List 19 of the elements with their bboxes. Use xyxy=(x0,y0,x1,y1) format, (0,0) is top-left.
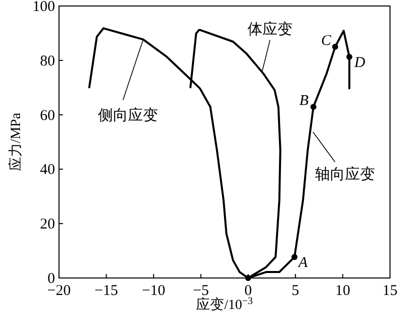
legend-label: 轴向应变 xyxy=(315,165,375,183)
x-tick-label: 5 xyxy=(292,283,300,299)
annotation: D xyxy=(353,54,366,71)
x-tick-label: −15 xyxy=(94,283,118,299)
y-tick-label: 40 xyxy=(40,162,55,178)
y-tick-label: 80 xyxy=(40,53,55,70)
x-tick-label: −10 xyxy=(142,283,166,299)
y-tick-label: 20 xyxy=(40,216,55,233)
series-label: 侧向应变 xyxy=(98,106,158,124)
annotation: A xyxy=(297,255,308,272)
y-axis-title: 应力/MPa xyxy=(8,112,24,172)
y-tick-label: 60 xyxy=(40,108,55,124)
y-tick-label: 100 xyxy=(32,0,55,15)
x-axis-title: 应变/10$^{−3}$ xyxy=(196,296,253,313)
x-tick-label: 10 xyxy=(335,283,350,299)
annotation: B xyxy=(299,92,309,109)
series-label: 体应变 xyxy=(248,20,292,38)
annotation: C xyxy=(321,32,332,49)
x-tick-label: 15 xyxy=(382,283,398,299)
